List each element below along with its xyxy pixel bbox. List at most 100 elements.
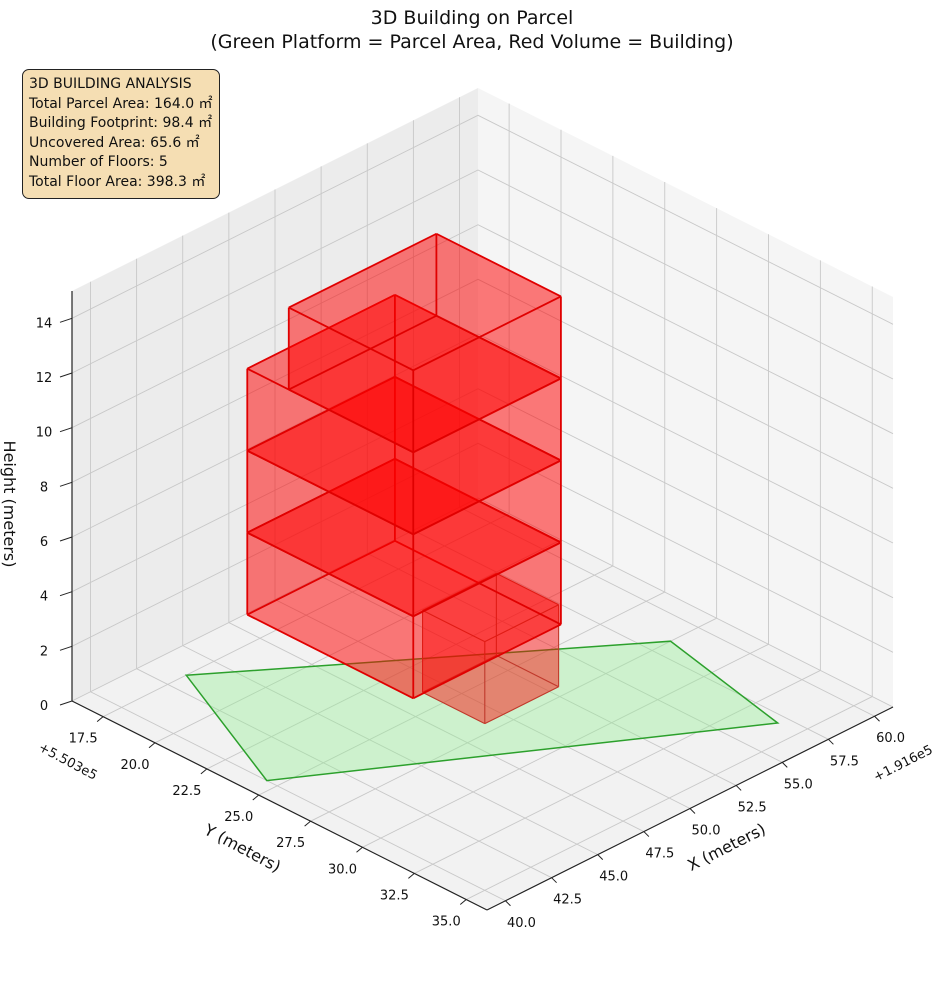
x-tick xyxy=(643,831,650,837)
parcel-platform xyxy=(184,640,780,782)
z-tick-label: 12 xyxy=(36,371,53,386)
chart-title: 3D Building on Parcel (Green Platform = … xyxy=(0,6,944,54)
z-tick xyxy=(59,317,73,323)
grid-x-floor xyxy=(320,576,737,786)
z-tick-label: 6 xyxy=(40,535,48,550)
analysis-info-box: 3D BUILDING ANALYSIS Total Parcel Area: … xyxy=(22,69,220,199)
face-bottom xyxy=(247,376,561,535)
grid-y-floor xyxy=(102,513,510,718)
floor-edge xyxy=(246,531,414,618)
floor-edge xyxy=(246,449,414,536)
floor-edge xyxy=(288,306,414,372)
floor-edge xyxy=(394,540,562,626)
z-tick xyxy=(59,372,73,378)
grid-z-wall xyxy=(71,497,894,708)
face-front-y xyxy=(413,378,561,535)
floor-edge xyxy=(412,541,562,618)
floor-edge xyxy=(246,294,396,370)
x-tick xyxy=(689,808,696,814)
face-front-y xyxy=(413,542,561,699)
y-tick xyxy=(252,794,260,801)
floor-edge xyxy=(246,376,396,452)
grid-x-floor xyxy=(367,552,783,763)
grid-y-floor xyxy=(154,539,562,744)
grid-x-floor xyxy=(274,599,691,809)
z-tick-label: 2 xyxy=(40,644,48,659)
building-floor-4 xyxy=(246,294,562,536)
face-back-x xyxy=(394,376,561,543)
grid-y-floor xyxy=(258,591,665,796)
grid-x-floor xyxy=(459,506,875,717)
y-tick-label: 17.5 xyxy=(69,732,98,747)
chart-geometry xyxy=(184,232,780,782)
floor-edge xyxy=(436,232,562,298)
floor-edge xyxy=(484,686,559,725)
floor-edge xyxy=(246,458,396,534)
face-back-x xyxy=(394,294,561,461)
z-tick-label: 10 xyxy=(36,426,53,441)
floor-edge xyxy=(496,654,559,688)
grid-y-floor xyxy=(362,643,769,848)
face-back-y xyxy=(247,376,395,533)
z-tick xyxy=(59,481,73,487)
grid-x-floor xyxy=(90,691,506,902)
floor-edge xyxy=(422,609,486,643)
right-wall-pane xyxy=(478,88,893,707)
z-tick xyxy=(59,645,73,651)
axis-lines xyxy=(59,291,894,911)
floor-edge xyxy=(394,458,562,544)
y-tick-label: 32.5 xyxy=(380,888,409,903)
face-back-y xyxy=(247,458,395,615)
z-tick xyxy=(59,700,73,706)
floor-edge xyxy=(422,572,497,611)
z-tick-label: 0 xyxy=(40,699,48,714)
face-top xyxy=(247,294,561,453)
info-heading: 3D BUILDING ANALYSIS xyxy=(29,76,192,92)
grid-y-floor xyxy=(310,617,717,822)
face-top xyxy=(422,573,559,642)
face-back-y xyxy=(288,233,437,390)
face-front-x xyxy=(247,450,414,617)
y-tick xyxy=(96,716,104,723)
grid-z-wall xyxy=(71,388,894,599)
floor-edge xyxy=(422,654,497,693)
building-floor-1 xyxy=(421,572,560,725)
grid-x-floor xyxy=(228,622,645,832)
face-bottom xyxy=(422,655,559,724)
grid-x-floor xyxy=(136,668,552,879)
x-tick xyxy=(735,785,742,791)
z-tick xyxy=(59,536,73,542)
face-top xyxy=(247,376,561,535)
building-floor-2 xyxy=(246,458,562,700)
face-bottom xyxy=(247,458,561,617)
face-front-x xyxy=(422,610,485,724)
x-tick-label: 52.5 xyxy=(738,800,767,815)
face-back-x xyxy=(436,233,561,379)
floor-edge xyxy=(412,459,562,536)
grid-z-wall xyxy=(71,114,894,325)
y-tick xyxy=(356,846,363,853)
grid-z-wall xyxy=(71,278,894,489)
chart-title-line1: 3D Building on Parcel xyxy=(370,7,574,29)
y-tick xyxy=(459,899,467,905)
face-bottom xyxy=(247,540,561,699)
y-tick-label: 35.0 xyxy=(432,915,461,930)
face-front-x xyxy=(288,307,414,453)
y-tick-label: 27.5 xyxy=(276,836,305,851)
floor-edge xyxy=(246,540,396,616)
y-tick-label: 30.0 xyxy=(328,862,357,877)
x-tick xyxy=(597,854,604,860)
floor-edge xyxy=(288,388,414,454)
info-uncovered: Uncovered Area: 65.6 ㎡ xyxy=(29,134,200,151)
floor-edge xyxy=(484,604,559,643)
info-parcel-area: Total Parcel Area: 164.0 ㎡ xyxy=(29,95,213,112)
y-tick-label: 25.0 xyxy=(224,810,253,825)
y-tick xyxy=(408,873,415,879)
floor-edge xyxy=(412,623,562,700)
grid-z-wall xyxy=(71,442,894,653)
y-tick xyxy=(200,768,208,775)
face-front-x xyxy=(247,532,414,699)
y-axis-title: Y (meters) xyxy=(200,820,284,877)
x-tick-label: 60.0 xyxy=(876,731,905,746)
